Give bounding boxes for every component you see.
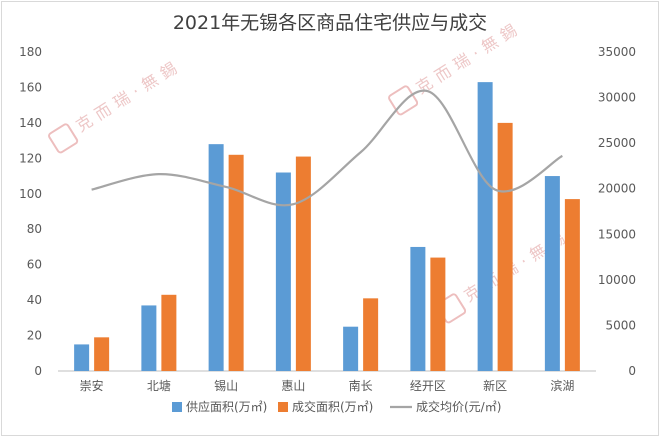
x-tick-label: 滨湖 xyxy=(550,378,574,393)
bar-supply xyxy=(477,82,493,371)
bar-supply xyxy=(74,344,90,371)
bar-deal xyxy=(497,122,513,371)
legend-label: 成交面积(万㎡) xyxy=(292,399,373,414)
y-right-tick-label: 0 xyxy=(628,364,636,378)
y-right-tick-label: 5000 xyxy=(605,318,636,332)
bar-supply xyxy=(343,326,359,371)
bar-supply xyxy=(208,144,224,371)
y-right-tick-label: 25000 xyxy=(598,136,636,150)
x-tick-label: 崇安 xyxy=(80,378,104,393)
bar-supply xyxy=(275,172,291,371)
avg-price-line xyxy=(91,89,563,207)
y-left-tick-label: 160 xyxy=(19,80,42,94)
x-tick-label: 南长 xyxy=(349,378,373,393)
bar-deal xyxy=(94,337,110,371)
x-tick-label: 惠山 xyxy=(281,379,305,393)
legend-label: 供应面积(万㎡) xyxy=(186,399,267,414)
x-tick-label: 北塘 xyxy=(147,378,171,393)
bar-deal xyxy=(295,156,311,371)
bar-deal xyxy=(161,294,177,371)
x-tick-label: 新区 xyxy=(483,378,507,393)
y-right-tick-label: 20000 xyxy=(598,182,636,196)
y-right-tick-label: 30000 xyxy=(598,91,636,105)
y-left-tick-label: 40 xyxy=(27,293,42,307)
y-right-tick-label: 35000 xyxy=(598,45,636,59)
legend-label: 成交均价(元/㎡) xyxy=(416,399,501,414)
y-left-tick-label: 120 xyxy=(19,151,42,165)
bar-supply xyxy=(544,176,560,371)
bar-deal xyxy=(430,257,446,371)
y-left-tick-label: 60 xyxy=(27,258,42,272)
bar-deal xyxy=(564,199,580,371)
bar-deal xyxy=(363,298,379,371)
bar-supply xyxy=(410,246,426,371)
x-tick-label: 经开区 xyxy=(410,379,446,393)
y-left-tick-label: 20 xyxy=(27,329,42,343)
legend-swatch xyxy=(278,402,288,412)
x-tick-label: 锡山 xyxy=(214,378,238,393)
legend-swatch xyxy=(172,402,182,412)
chart-title: 2021年无锡各区商品住宅供应与成交 xyxy=(172,12,488,34)
y-left-tick-label: 80 xyxy=(27,222,42,236)
y-right-tick-label: 15000 xyxy=(598,227,636,241)
y-left-tick-label: 100 xyxy=(19,187,42,201)
y-left-tick-label: 0 xyxy=(34,364,42,378)
y-left-tick-label: 180 xyxy=(19,45,42,59)
bar-deal xyxy=(228,154,244,371)
y-right-tick-label: 10000 xyxy=(598,273,636,287)
y-left-tick-label: 140 xyxy=(19,116,42,130)
bar-supply xyxy=(141,305,157,371)
